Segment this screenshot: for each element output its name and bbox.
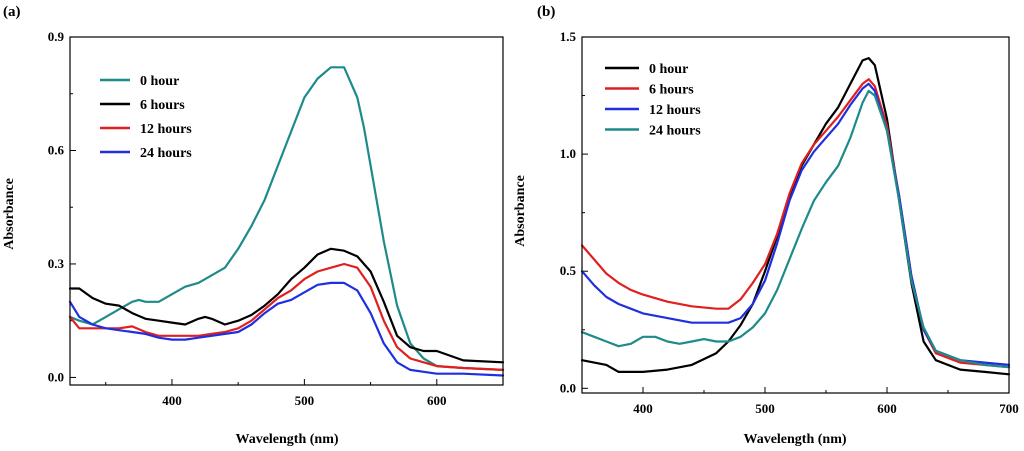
panel-b-xlabel: Wavelength (nm) bbox=[743, 432, 846, 447]
panel-b-xtick-label: 600 bbox=[877, 401, 897, 416]
panel-a-legend: 0 hour 6 hours 12 hours 24 hours bbox=[100, 74, 192, 161]
panel-a-ylabel: Absorbance bbox=[2, 178, 17, 250]
panel-b-series-12-hours bbox=[580, 82, 1011, 366]
legend-label: 6 hours bbox=[140, 98, 185, 113]
chart-panel-a: (a) Absorbance Wavelength (nm) 400 500 600… bbox=[2, 4, 505, 447]
panel-a-series-6-hours bbox=[68, 247, 505, 364]
panel-a-xtick-label: 400 bbox=[162, 393, 182, 408]
legend-label: 12 hours bbox=[649, 103, 701, 118]
panel-a-ytick-label: 0.9 bbox=[48, 29, 65, 44]
panel-b-series-0-hour bbox=[580, 56, 1011, 376]
panel-a-xtick-label: 600 bbox=[427, 393, 447, 408]
panel-a-xtick-label: 500 bbox=[295, 393, 315, 408]
panel-b-xtick-label: 500 bbox=[755, 401, 775, 416]
panel-b-plot-frame bbox=[581, 36, 1010, 394]
panel-a-series-24-hours bbox=[68, 281, 505, 377]
panel-b-legend: 0 hour 6 hours 12 hours 24 hours bbox=[605, 62, 701, 139]
panel-a-series-0-hour bbox=[68, 66, 505, 371]
panel-a-series-12-hours bbox=[68, 262, 505, 371]
panel-b-ytick-label: 0.5 bbox=[560, 263, 577, 278]
panel-b-ytick-label: 1.0 bbox=[560, 146, 576, 161]
panel-a-ytick-label: 0.0 bbox=[48, 369, 64, 384]
panel-a-ytick-label: 0.6 bbox=[48, 142, 65, 157]
legend-label: 0 hour bbox=[140, 74, 179, 89]
panel-b-label: (b) bbox=[537, 4, 555, 20]
chart-panel-b: (b) Absorbance Wavelength (nm) 400 500 600… bbox=[513, 4, 1019, 447]
panel-a-label: (a) bbox=[3, 4, 21, 20]
panel-b-series-24-hours bbox=[580, 89, 1011, 369]
panel-b-ytick-label: 0.0 bbox=[560, 380, 576, 395]
legend-label: 24 hours bbox=[649, 124, 701, 139]
legend-label: 12 hours bbox=[140, 122, 192, 137]
panel-b-xtick-label: 400 bbox=[633, 401, 653, 416]
panel-a-ytick-label: 0.3 bbox=[48, 256, 65, 271]
panel-b-ytick-label: 1.5 bbox=[560, 29, 577, 44]
panel-a-plot-frame bbox=[69, 36, 504, 386]
panel-b-xtick-label: 700 bbox=[999, 401, 1019, 416]
legend-label: 6 hours bbox=[649, 83, 694, 98]
panel-b-series-6-hours bbox=[580, 78, 1011, 369]
panel-a-xlabel: Wavelength (nm) bbox=[235, 432, 338, 447]
panel-b-ylabel: Absorbance bbox=[513, 175, 528, 247]
legend-label: 24 hours bbox=[140, 146, 192, 161]
legend-label: 0 hour bbox=[649, 62, 688, 77]
